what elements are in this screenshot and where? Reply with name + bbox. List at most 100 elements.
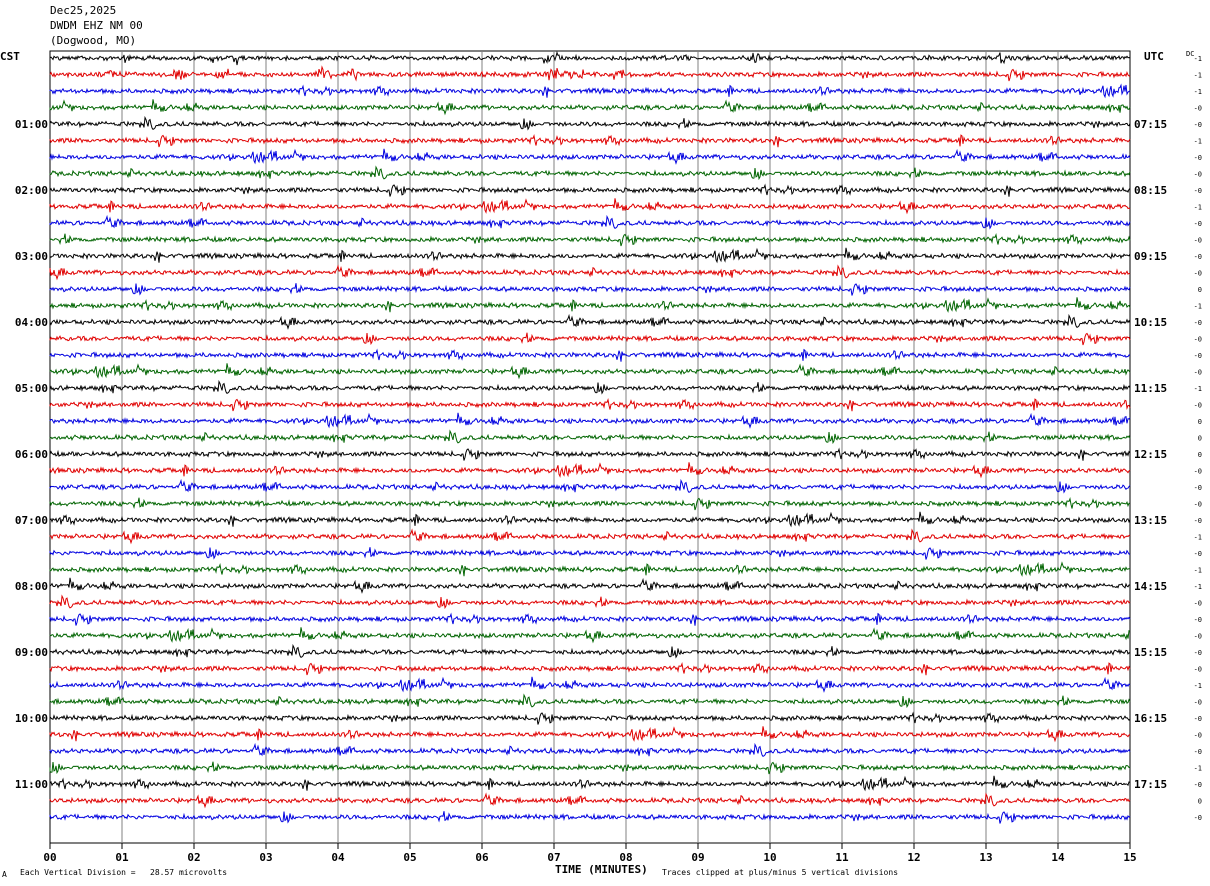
seismic-trace (49, 115, 1131, 131)
dc-offset-label: -0 (1194, 270, 1202, 278)
dc-offset-label: -1 (1194, 88, 1202, 96)
left-hour-label: 02:00 (15, 184, 48, 197)
seismic-trace (49, 83, 1131, 99)
seismic-trace (49, 594, 1131, 610)
dc-offset-label: -0 (1194, 732, 1202, 740)
seismic-trace (49, 742, 1131, 757)
right-timezone-label: UTC (1144, 50, 1164, 63)
right-hour-label: 11:15 (1134, 382, 1167, 395)
seismic-trace (49, 348, 1131, 362)
seismic-trace (49, 775, 1131, 792)
dc-offset-label: -1 (1194, 385, 1202, 393)
dc-offset-label: -0 (1194, 484, 1202, 492)
right-hour-label: 08:15 (1134, 184, 1167, 197)
x-tick-label: 10 (763, 851, 776, 864)
x-tick-label: 08 (619, 851, 632, 864)
dc-offset-label: -0 (1194, 781, 1202, 789)
dc-offset-label: -0 (1194, 319, 1202, 327)
seismic-trace (49, 264, 1131, 281)
seismic-trace (49, 397, 1131, 412)
seismic-trace (49, 148, 1131, 165)
x-tick-label: 02 (187, 851, 200, 864)
seismic-trace (49, 412, 1131, 429)
seismic-trace (49, 792, 1131, 809)
x-tick-label: 12 (907, 851, 920, 864)
dc-offset-label: -0 (1194, 699, 1202, 707)
right-hour-label: 09:15 (1134, 250, 1167, 263)
x-tick-label: 13 (979, 851, 992, 864)
right-hour-label: 07:15 (1134, 118, 1167, 131)
scale-note: Each Vertical Division = 28.57 microvolt… (20, 868, 228, 877)
dc-offset-label: -1 (1194, 55, 1202, 63)
left-hour-label: 06:00 (15, 448, 48, 461)
x-axis-label: TIME (MINUTES) (555, 863, 648, 876)
seismic-trace (49, 429, 1131, 445)
dc-offset-label: 0 (1198, 435, 1202, 443)
seismic-trace (49, 247, 1131, 264)
right-hour-label: 10:15 (1134, 316, 1167, 329)
dc-offset-label: -0 (1194, 814, 1202, 822)
seismic-trace (49, 561, 1131, 577)
seismic-trace (49, 643, 1131, 659)
dc-offset-label: -1 (1194, 303, 1202, 311)
seismic-trace (49, 165, 1131, 181)
seismic-trace (49, 332, 1131, 346)
dc-offset-label: -1 (1194, 534, 1202, 542)
dc-offset-label: -0 (1194, 402, 1202, 410)
right-hour-label: 14:15 (1134, 580, 1167, 593)
right-hour-label: 16:15 (1134, 712, 1167, 725)
x-tick-label: 03 (259, 851, 272, 864)
right-hour-label: 17:15 (1134, 778, 1167, 791)
dc-offset-label: -0 (1194, 715, 1202, 723)
seismic-trace (49, 726, 1131, 743)
x-tick-label: 04 (331, 851, 345, 864)
right-hour-label: 12:15 (1134, 448, 1167, 461)
left-hour-label: 04:00 (15, 316, 48, 329)
dc-offset-label: -0 (1194, 649, 1202, 657)
seismic-trace (49, 313, 1131, 330)
dc-offset-label: -1 (1194, 138, 1202, 146)
seismic-trace (49, 676, 1131, 693)
corner-mark: A (2, 870, 7, 879)
seismic-trace (49, 711, 1131, 725)
dc-offset-label: -0 (1194, 748, 1202, 756)
x-tick-label: 15 (1123, 851, 1136, 864)
seismic-trace (49, 811, 1131, 824)
x-tick-label: 06 (475, 851, 489, 864)
left-hour-label: 05:00 (15, 382, 48, 395)
seismic-trace (49, 612, 1131, 626)
left-hour-label: 03:00 (15, 250, 48, 263)
dc-offset-label: 0 (1198, 286, 1202, 294)
station-id: DWDM EHZ NM 00 (50, 19, 143, 32)
right-hour-label: 15:15 (1134, 646, 1167, 659)
seismic-trace (49, 761, 1131, 775)
dc-offset-label: -0 (1194, 336, 1202, 344)
dc-header-label: DC (1186, 50, 1194, 58)
dc-offset-label: 0 (1198, 451, 1202, 459)
seismic-trace (49, 577, 1130, 594)
clip-note: Traces clipped at plus/minus 5 vertical … (662, 868, 899, 877)
seismic-trace (49, 232, 1131, 247)
seismic-trace (49, 297, 1131, 313)
dc-offset-label: 0 (1198, 798, 1202, 806)
left-hour-label: 11:00 (15, 778, 48, 791)
seismic-trace (49, 50, 1131, 66)
dc-offset-label: -0 (1194, 517, 1202, 525)
seismic-trace (49, 65, 1131, 82)
dc-offset-label: -0 (1194, 105, 1202, 113)
dc-offset-label: -0 (1194, 352, 1202, 360)
seismic-trace (49, 511, 1131, 528)
dc-offset-label: -0 (1194, 616, 1202, 624)
dc-offset-label: -0 (1194, 600, 1202, 608)
x-tick-label: 11 (835, 851, 849, 864)
station-location: (Dogwood, MO) (50, 34, 137, 47)
dc-offset-label: 0 (1198, 418, 1202, 426)
dc-offset-label: -1 (1194, 567, 1202, 575)
seismic-trace (49, 133, 1131, 148)
seismic-trace (49, 99, 1131, 116)
dc-offset-label: -0 (1194, 633, 1202, 641)
dc-offset-label: -0 (1194, 501, 1202, 509)
dc-offset-label: -1 (1194, 765, 1202, 773)
x-tick-label: 07 (547, 851, 560, 864)
